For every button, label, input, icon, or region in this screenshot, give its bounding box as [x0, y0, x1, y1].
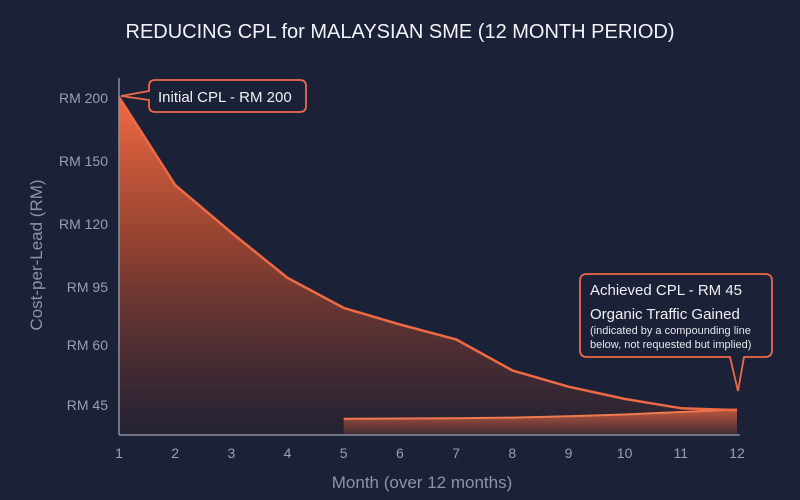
x-tick-label: 10 [617, 445, 633, 461]
x-tick-labels: 1 2 3 4 5 6 7 8 9 10 11 12 [115, 445, 745, 461]
y-tick-label: RM 150 [59, 153, 108, 169]
initial-callout-text: Initial CPL - RM 200 [158, 89, 292, 106]
chart-title: REDUCING CPL for MALAYSIAN SME (12 MONTH… [126, 21, 675, 43]
y-tick-label: RM 60 [67, 337, 108, 353]
cpl-series-line [117, 96, 738, 412]
x-tick-label: 9 [565, 445, 573, 461]
organic-traffic-line [343, 408, 738, 420]
x-tick-label: 3 [228, 445, 236, 461]
y-tick-label: RM 45 [67, 397, 108, 413]
x-axis-title: Month (over 12 months) [332, 473, 512, 492]
x-tick-label: 11 [674, 445, 689, 461]
achieved-callout-line2: Organic Traffic Gained [590, 306, 740, 323]
achieved-callout-line4: below, not requested but implied) [590, 339, 751, 351]
initial-callout-box [120, 79, 307, 113]
y-tick-label: RM 120 [59, 216, 108, 232]
x-tick-label: 5 [340, 445, 348, 461]
x-tick-label: 1 [115, 445, 123, 461]
y-axis-title: Cost-per-Lead (RM) [27, 179, 46, 330]
cpl-area-fill [119, 97, 737, 435]
organic-area-fill [343, 409, 737, 435]
achieved-cpl-callout: Achieved CPL - RM 45 Organic Traffic Gai… [579, 273, 773, 392]
achieved-callout-line3: (indicated by a compounding line [590, 325, 751, 337]
x-tick-label: 12 [729, 445, 745, 461]
y-tick-labels: RM 200 RM 150 RM 120 RM 95 RM 60 RM 45 [59, 90, 108, 413]
x-tick-label: 4 [284, 445, 292, 461]
x-tick-label: 6 [396, 445, 404, 461]
y-tick-label: RM 200 [59, 90, 108, 106]
initial-cpl-callout: Initial CPL - RM 200 [120, 79, 307, 113]
x-tick-label: 2 [171, 445, 179, 461]
x-tick-label: 7 [452, 445, 460, 461]
y-tick-label: RM 95 [67, 279, 108, 295]
x-tick-label: 8 [508, 445, 516, 461]
achieved-callout-box [579, 273, 773, 392]
achieved-callout-line1: Achieved CPL - RM 45 [590, 282, 742, 299]
plot-areas [117, 96, 738, 435]
